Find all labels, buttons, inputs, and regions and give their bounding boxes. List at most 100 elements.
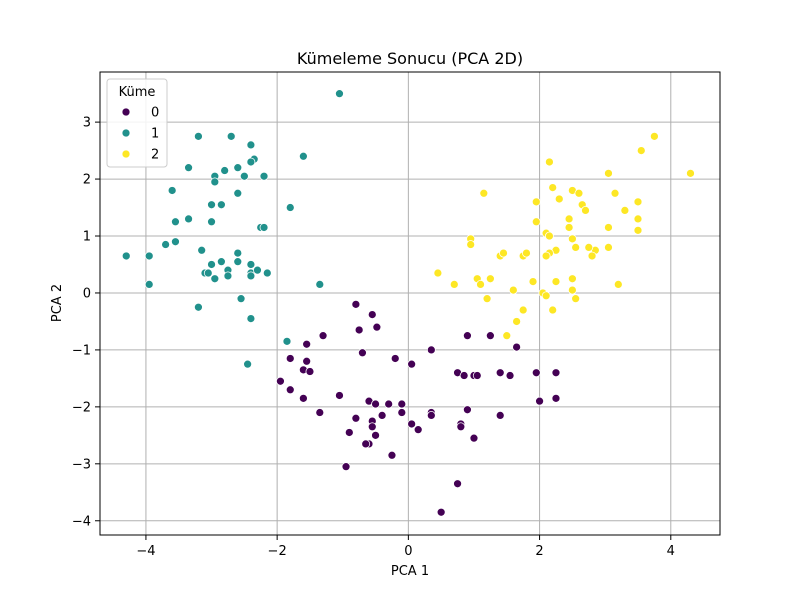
data-point <box>171 237 180 247</box>
legend-marker <box>121 149 131 159</box>
data-point <box>554 194 564 204</box>
y-axis-label: PCA 2 <box>50 284 65 322</box>
data-point <box>351 299 361 309</box>
x-tick-label: −4 <box>136 544 155 559</box>
x-tick-label: 4 <box>667 544 675 559</box>
data-point <box>636 146 646 155</box>
data-point <box>548 305 558 315</box>
scatter-points <box>121 89 695 517</box>
data-point <box>246 260 256 269</box>
data-point <box>571 243 581 252</box>
legend: Küme 0 1 2 <box>106 78 168 168</box>
legend-box <box>106 78 168 168</box>
data-point <box>210 177 220 187</box>
legend-marker <box>121 128 131 138</box>
data-point <box>397 399 407 409</box>
data-point <box>531 368 541 378</box>
data-point <box>276 376 285 386</box>
data-point <box>144 280 154 289</box>
chart-title: Kümeleme Sonucu (PCA 2D) <box>297 49 523 68</box>
data-point <box>371 399 380 409</box>
data-point <box>610 188 620 198</box>
data-point <box>564 223 574 232</box>
data-point <box>587 251 597 261</box>
data-point <box>413 425 423 435</box>
data-point <box>581 206 590 215</box>
data-point <box>574 188 584 198</box>
data-point <box>633 197 643 207</box>
data-point <box>262 268 272 278</box>
series-2 <box>433 131 695 341</box>
data-point <box>315 408 325 417</box>
data-point <box>207 200 216 210</box>
y-tick-label: −1 <box>72 343 91 358</box>
data-point <box>453 479 462 489</box>
data-point <box>476 280 485 289</box>
data-point <box>184 214 193 224</box>
y-tick-label: −2 <box>72 400 91 415</box>
data-point <box>485 331 495 341</box>
data-point <box>502 331 512 341</box>
data-point <box>341 462 351 472</box>
data-point <box>233 163 243 173</box>
data-point <box>397 408 407 417</box>
data-point <box>236 294 246 304</box>
data-point <box>479 188 489 198</box>
data-point <box>197 245 207 255</box>
data-point <box>512 342 521 352</box>
y-tick-label: 3 <box>83 116 91 131</box>
data-point <box>531 197 541 207</box>
data-point <box>302 356 312 366</box>
data-point <box>217 200 226 210</box>
data-point <box>456 422 466 432</box>
series-1 <box>121 89 344 369</box>
data-point <box>358 348 367 358</box>
data-point <box>463 331 472 341</box>
data-point <box>512 317 521 326</box>
data-point <box>354 325 364 335</box>
data-point <box>243 359 252 369</box>
data-point <box>485 274 495 284</box>
data-point <box>604 223 613 232</box>
data-point <box>246 140 256 150</box>
x-tick-label: −2 <box>268 544 287 559</box>
data-point <box>285 203 295 212</box>
data-point <box>633 225 643 235</box>
data-point <box>568 234 577 244</box>
data-point <box>545 157 554 167</box>
x-tick-label: 2 <box>535 544 543 559</box>
data-point <box>613 280 623 289</box>
data-point <box>426 411 436 420</box>
data-point <box>620 206 630 215</box>
series-0 <box>276 299 561 517</box>
data-point <box>535 396 544 406</box>
data-point <box>220 166 230 175</box>
data-point <box>604 168 613 178</box>
data-point <box>194 131 203 141</box>
data-point <box>285 385 295 395</box>
data-point <box>315 280 325 289</box>
data-point <box>633 214 643 224</box>
data-point <box>318 331 328 341</box>
x-tick-label: 0 <box>404 544 412 559</box>
legend-label: 0 <box>151 106 159 121</box>
data-point <box>528 277 538 286</box>
data-point <box>459 371 469 380</box>
data-point <box>367 310 377 319</box>
legend-title: Küme <box>119 85 156 100</box>
data-point <box>210 274 220 284</box>
data-point <box>531 217 541 227</box>
data-point <box>551 277 561 286</box>
data-point <box>246 157 256 167</box>
data-point <box>564 214 574 224</box>
data-point <box>541 251 551 261</box>
data-point <box>217 257 226 267</box>
data-point <box>335 89 344 99</box>
data-point <box>259 223 269 232</box>
data-point <box>233 188 243 198</box>
data-point <box>686 168 695 178</box>
data-point <box>305 367 315 376</box>
y-tick-label: 0 <box>83 286 91 301</box>
